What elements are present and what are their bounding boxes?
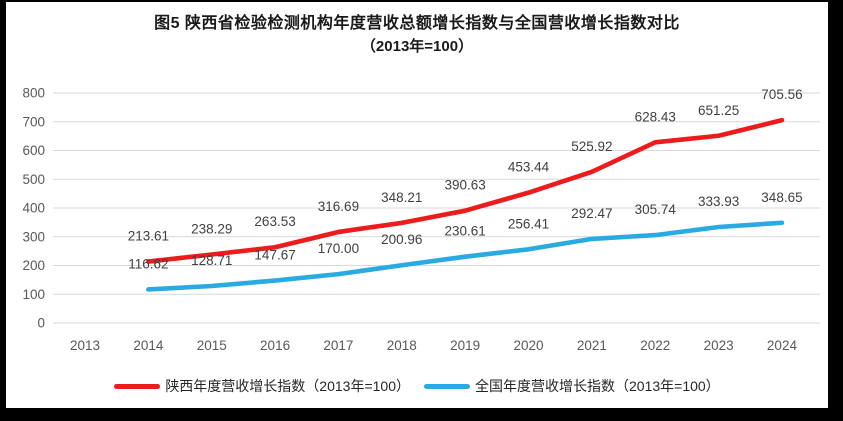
chart-legend: 陕西年度营收增长指数（2013年=100） 全国年度营收增长指数（2013年=1… — [6, 376, 828, 396]
plot-background — [6, 2, 828, 408]
legend-item-shaanxi: 陕西年度营收增长指数（2013年=100） — [114, 376, 410, 396]
legend-label-national: 全国年度营收增长指数（2013年=100） — [475, 378, 720, 394]
chart-subtitle: （2013年=100） — [360, 37, 474, 55]
national-line-swatch-icon — [424, 383, 470, 389]
legend-item-national: 全国年度营收增长指数（2013年=100） — [424, 376, 720, 396]
chart-title: 图5 陕西省检验检测机构年度营收总额增长指数与全国营收增长指数对比 — [154, 15, 680, 32]
chart-title-block: 图5 陕西省检验检测机构年度营收总额增长指数与全国营收增长指数对比 （2013年… — [6, 13, 828, 57]
legend-label-shaanxi: 陕西年度营收增长指数（2013年=100） — [165, 378, 410, 394]
shaanxi-line-swatch-icon — [114, 383, 161, 389]
